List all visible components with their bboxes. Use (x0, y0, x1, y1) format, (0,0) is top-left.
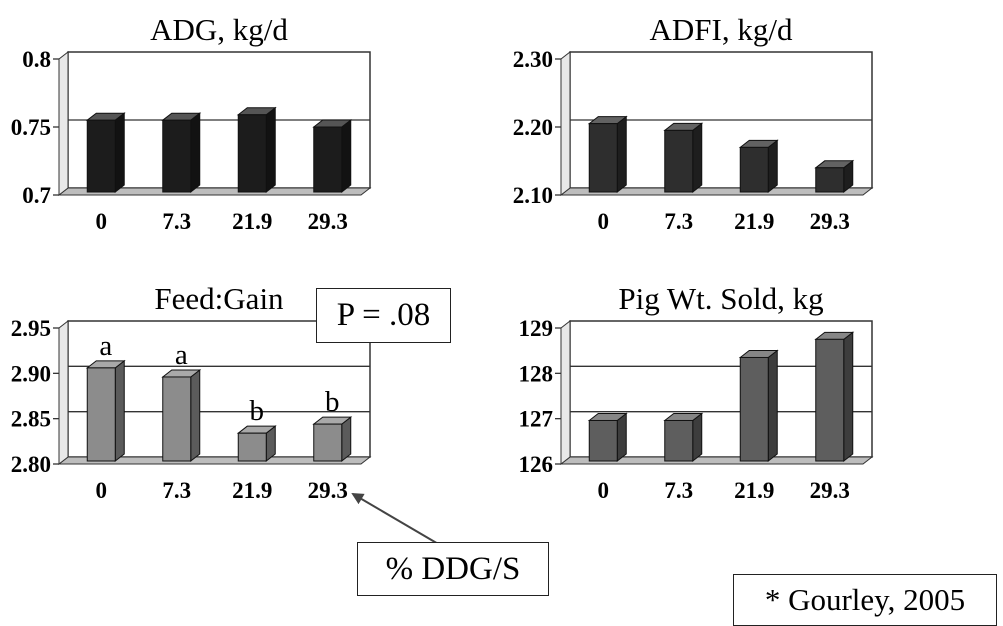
adfi-kg-d-x-tick-label: 29.3 (810, 209, 850, 234)
adg-kg-d-side-wall (58, 50, 69, 197)
adfi-kg-d-y-tick-label: 2.20 (513, 115, 553, 140)
chart-figure: 0.7 0.75 0.8 ADG, kg/d 0 7.3 21.9 29.3 2.10 2.20 2… (11, 12, 874, 546)
pig-wt-sold-kg-bar-side (843, 331, 854, 463)
feed-gain-bar (162, 376, 192, 462)
x-axis-note-label: % DDG/S (357, 542, 549, 596)
adfi-kg-d-bar (588, 123, 618, 193)
pig-wt-sold-kg-x-tick-label: 7.3 (664, 478, 693, 503)
pig-wt-sold-kg-y-tick-label: 127 (519, 407, 554, 432)
adg-kg-d-bar (313, 126, 343, 193)
adg-kg-d-x-tick-label: 21.9 (232, 209, 272, 234)
adg-kg-d-x-tick-label: 0 (96, 209, 108, 234)
adg-kg-d-bar-side (341, 118, 352, 194)
adfi-kg-d-x-tick-label: 21.9 (734, 209, 774, 234)
adfi-kg-d-bar-side (767, 139, 778, 194)
pig-wt-sold-kg-title: Pig Wt. Sold, kg (618, 281, 823, 316)
feed-gain-x-tick-label: 7.3 (162, 478, 191, 503)
pig-wt-sold-kg-bar (664, 419, 694, 462)
feed-gain-bar (313, 423, 343, 462)
adg-kg-d-bar-side (114, 112, 125, 194)
feed-gain-x-tick-label: 0 (96, 478, 108, 503)
feed-gain-side-wall (58, 319, 69, 466)
pig-wt-sold-kg-bar (739, 356, 769, 462)
p-value-label: P = .08 (316, 288, 451, 343)
adg-kg-d-bar (162, 119, 192, 193)
adg-kg-d-y-tick-label: 0.75 (11, 115, 51, 140)
pig-wt-sold-kg-bar-side (692, 412, 703, 463)
feed-gain-bar (237, 432, 267, 462)
pig-wt-sold-kg-y-tick-label: 128 (519, 361, 554, 386)
feed-gain-bar-side (341, 416, 352, 463)
pig-wt-sold-kg-bar-side (616, 412, 627, 463)
pig-wt-sold-kg-side-wall (560, 319, 571, 466)
adfi-kg-d-y-tick-label: 2.10 (513, 183, 553, 208)
adfi-kg-d-bar-side (616, 115, 627, 194)
pig-wt-sold-kg-y-tick-label: 126 (519, 452, 554, 477)
citation-label: * Gourley, 2005 (733, 574, 997, 626)
adg-kg-d-y-tick-label: 0.7 (22, 183, 51, 208)
adfi-kg-d-bar (815, 167, 845, 193)
adfi-kg-d-side-wall (560, 50, 571, 197)
feed-gain-bar-label: a (99, 330, 112, 362)
adg-kg-d-bar-side (190, 112, 201, 194)
pig-wt-sold-kg-x-tick-label: 0 (598, 478, 610, 503)
adfi-kg-d-x-tick-label: 0 (598, 209, 610, 234)
adfi-kg-d-title: ADFI, kg/d (650, 12, 793, 47)
feed-gain-bar-label: a (175, 339, 188, 371)
adfi-kg-d-bar (664, 129, 694, 193)
pig-wt-sold-kg-bar (815, 338, 845, 462)
adfi-kg-d-y-tick-label: 2.30 (513, 47, 553, 72)
feed-gain-x-tick-label: 21.9 (232, 478, 272, 503)
pig-wt-sold-kg-bar (588, 419, 618, 462)
adg-kg-d-bar (86, 119, 116, 193)
feed-gain-bar-side (190, 368, 201, 463)
adfi-kg-d-bar (739, 146, 769, 193)
feed-gain-bar-label: b (325, 386, 340, 418)
feed-gain-bar-side (114, 359, 125, 463)
pig-wt-sold-kg-y-tick-label: 129 (519, 316, 554, 341)
adg-kg-d-y-tick-label: 0.8 (22, 47, 51, 72)
adg-kg-d-x-tick-label: 29.3 (308, 209, 348, 234)
feed-gain-y-tick-label: 2.85 (11, 407, 51, 432)
feed-gain-title: Feed:Gain (154, 281, 284, 316)
adg-kg-d-bar (237, 114, 267, 193)
ddg-arrow (351, 492, 441, 546)
feed-gain-x-tick-label: 29.3 (308, 478, 348, 503)
feed-gain-bar-label: b (250, 395, 265, 427)
pig-wt-sold-kg-x-tick-label: 21.9 (734, 478, 774, 503)
feed-gain-y-tick-label: 2.95 (11, 316, 51, 341)
adfi-kg-d-x-tick-label: 7.3 (664, 209, 693, 234)
feed-gain-bar (86, 367, 116, 462)
feed-gain-y-tick-label: 2.90 (11, 361, 51, 386)
feed-gain-y-tick-label: 2.80 (11, 452, 51, 477)
adfi-kg-d-bar-side (692, 122, 703, 194)
pig-wt-sold-kg-x-tick-label: 29.3 (810, 478, 850, 503)
pig-wt-sold-kg-bar-side (767, 349, 778, 463)
adg-kg-d-bar-side (265, 106, 276, 194)
adg-kg-d-x-tick-label: 7.3 (162, 209, 191, 234)
adg-kg-d-title: ADG, kg/d (150, 12, 288, 47)
